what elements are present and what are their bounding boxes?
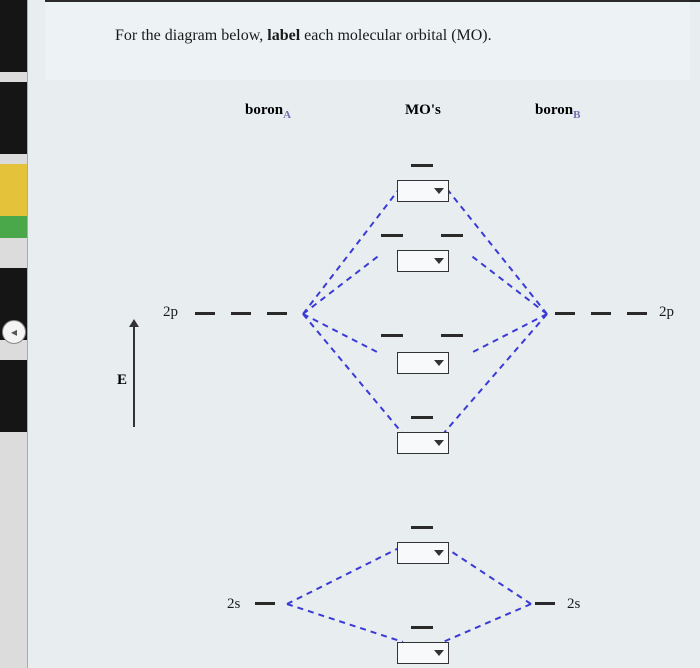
strip-gap [0,238,27,268]
mo-level-pi2p [381,334,403,337]
dropdown-caret-icon [434,258,444,264]
mo-diagram: boronA MO's boronB E [115,102,700,662]
question-prefix: For the diagram below, [115,27,267,44]
orbital-label-2p-left: 2p [163,304,178,321]
mo-dropdown-sigma2p[interactable] [397,432,449,454]
strip-block [0,82,27,154]
question-suffix: each molecular orbital (MO). [300,27,491,44]
ao-2s-right-dash [535,602,555,605]
strip-gap [0,72,27,82]
strip-block [0,216,27,238]
mo-dropdown-pi2p[interactable] [397,352,449,374]
dropdown-caret-icon [434,188,444,194]
orbital-label-2p-right: 2p [659,304,674,321]
orbital-label-2s-left: 2s [227,596,240,613]
mo-level-sigma2s-star [411,526,433,529]
ao-2p-right-dash [555,312,575,315]
strip-block [0,164,27,216]
dropdown-caret-icon [434,650,444,656]
dropdown-caret-icon [434,440,444,446]
mo-level-pi2p-star [381,234,403,237]
mo-dropdown-pi2p-star[interactable] [397,250,449,272]
mo-dropdown-sigma2s[interactable] [397,642,449,664]
ao-2p-left-dash [267,312,287,315]
mo-level-sigma2p-star [411,164,433,167]
strip-block [0,360,27,432]
ao-2p-right-dash [627,312,647,315]
mo-level-pi2p [441,334,463,337]
mo-level-pi2p-star [441,234,463,237]
strip-block [0,0,27,72]
mo-level-sigma2s [411,626,433,629]
collapse-chevron-icon[interactable]: ◂ [2,320,26,344]
ao-2p-left-dash [231,312,251,315]
ao-2p-left-dash [195,312,215,315]
mo-dropdown-sigma2s-star[interactable] [397,542,449,564]
strip-gap [0,154,27,164]
dropdown-caret-icon [434,550,444,556]
orbital-label-2s-right: 2s [567,596,580,613]
page-content: For the diagram below, label each molecu… [45,0,690,80]
dropdown-caret-icon [434,360,444,366]
ao-2s-left-dash [255,602,275,605]
mo-level-sigma2p [411,416,433,419]
question-bold: label [267,27,300,44]
ao-2p-right-dash [591,312,611,315]
question-text: For the diagram below, label each molecu… [115,27,660,45]
mo-dropdown-sigma2p-star[interactable] [397,180,449,202]
